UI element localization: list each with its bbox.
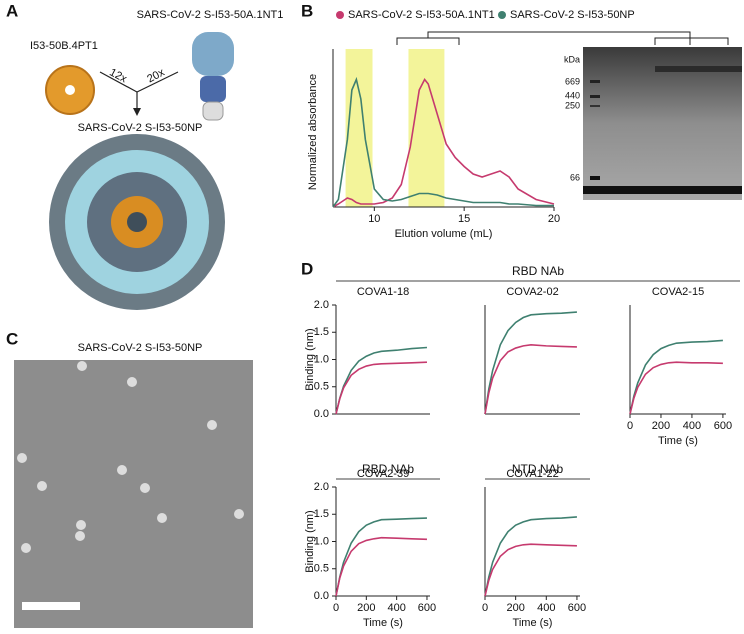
- a-ratio: 12x: [107, 66, 129, 85]
- a-product-label: SARS-CoV-2 S-I53-50NP: [78, 122, 203, 134]
- series-line: [335, 517, 427, 597]
- legend-swatch: [498, 11, 506, 19]
- series-line: [629, 339, 723, 415]
- x-tick-label: 400: [387, 602, 405, 614]
- highlight: [408, 49, 445, 207]
- highlight: [345, 49, 373, 207]
- a-ratio: 20x: [145, 66, 167, 85]
- gel-unit: kDa: [564, 54, 580, 64]
- x-tick-label: 200: [652, 420, 670, 432]
- y-axis-label: Binding (nm): [304, 328, 316, 390]
- series-line: [332, 78, 555, 208]
- micrograph: [14, 360, 253, 628]
- chart-title: COVA2-15: [652, 286, 704, 298]
- series-line: [484, 543, 577, 597]
- gel-marker: 250: [565, 100, 580, 110]
- y-tick-label: 1.5: [314, 326, 329, 338]
- series-line: [332, 76, 554, 208]
- chart-title: COVA1-18: [357, 286, 409, 298]
- c-title: SARS-CoV-2 S-I53-50NP: [78, 342, 203, 354]
- x-tick-label: 15: [458, 213, 470, 225]
- y-tick-label: 2.0: [314, 481, 329, 493]
- legend-swatch: [336, 11, 344, 19]
- x-tick-label: 0: [627, 420, 633, 432]
- series-line: [335, 536, 427, 597]
- legend-label: SARS-CoV-2 S-I53-50NP: [510, 9, 635, 21]
- y-axis-label: Binding (nm): [304, 510, 316, 572]
- gel: [396, 31, 742, 200]
- gel-marker: 669: [565, 76, 580, 86]
- x-tick-label: 600: [568, 602, 586, 614]
- x-axis-label: Elution volume (mL): [395, 228, 493, 240]
- chart-title: COVA1-22: [506, 468, 558, 480]
- panel-label: C: [6, 329, 18, 348]
- group-label: RBD NAb: [362, 462, 414, 476]
- y-tick-label: 0.0: [314, 408, 329, 420]
- x-axis-label: Time (s): [658, 435, 698, 447]
- series-line: [335, 346, 428, 415]
- panel-label: A: [6, 1, 18, 20]
- x-tick-label: 20: [548, 213, 560, 225]
- y-axis-label: Normalized absorbance: [307, 74, 319, 190]
- chart-title: COVA2-02: [506, 286, 558, 298]
- series-line: [484, 311, 577, 415]
- y-tick-label: 0.0: [314, 590, 329, 602]
- a-component-label: I53-50B.4PT1: [30, 40, 98, 52]
- y-tick-label: 1.0: [314, 535, 329, 547]
- x-axis-label: Time (s): [363, 617, 403, 629]
- gel-marker: 66: [570, 172, 580, 182]
- x-tick-label: 400: [537, 602, 555, 614]
- series-line: [629, 361, 723, 415]
- y-tick-label: 1.0: [314, 353, 329, 365]
- panel-label: D: [301, 259, 313, 278]
- x-tick-label: 200: [357, 602, 375, 614]
- x-tick-label: 600: [418, 602, 436, 614]
- a-top-label: SARS-CoV-2 S-I53-50A.1NT1: [137, 9, 284, 21]
- x-tick-label: 0: [482, 602, 488, 614]
- y-tick-label: 0.5: [314, 381, 329, 393]
- series-line: [484, 343, 577, 415]
- x-tick-label: 0: [333, 602, 339, 614]
- x-tick-label: 400: [683, 420, 701, 432]
- x-tick-label: 200: [506, 602, 524, 614]
- panel-label: B: [301, 1, 313, 20]
- chart-title: COVA2-39: [357, 468, 409, 480]
- group-label: NTD NAb: [512, 462, 564, 476]
- gel-marker: 440: [565, 90, 580, 100]
- x-tick-label: 600: [714, 420, 732, 432]
- x-tick-label: 10: [368, 213, 380, 225]
- legend-label: SARS-CoV-2 S-I53-50A.1NT1: [348, 9, 495, 21]
- group-label: RBD NAb: [512, 264, 564, 278]
- y-tick-label: 1.5: [314, 508, 329, 520]
- x-axis-label: Time (s): [513, 617, 553, 629]
- y-tick-label: 0.5: [314, 563, 329, 575]
- series-line: [335, 361, 427, 415]
- series-line: [484, 516, 577, 597]
- panel-a-art: [45, 32, 234, 310]
- y-tick-label: 2.0: [314, 299, 329, 311]
